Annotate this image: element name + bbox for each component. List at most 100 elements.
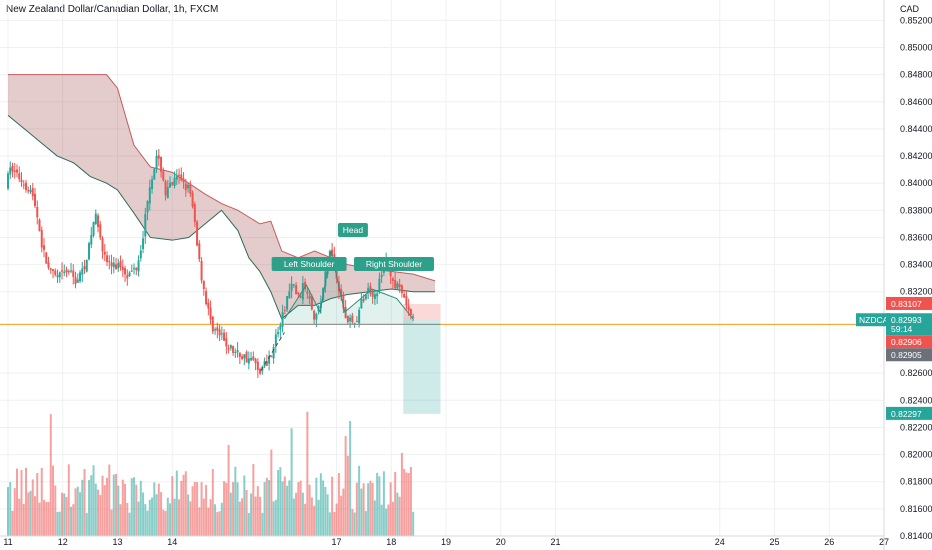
x-tick-label: 26	[824, 537, 834, 547]
candle-body	[335, 266, 338, 279]
candle-body	[142, 238, 145, 249]
volume-bar	[115, 473, 118, 536]
candle-body	[180, 174, 183, 181]
volume-bar	[25, 467, 28, 536]
candle-body	[286, 295, 289, 310]
volume-bar	[247, 513, 250, 536]
candle-body	[254, 359, 257, 363]
candle-body	[169, 182, 172, 188]
candle-body	[193, 204, 196, 222]
pattern-label: Head	[343, 225, 364, 235]
short-position-tool[interactable]	[403, 303, 441, 414]
volume-bar	[22, 503, 25, 536]
candle-body	[304, 281, 307, 289]
head-and-shoulders-pattern: Left Shoulder Head Right Shoulder	[260, 223, 441, 371]
x-tick-label: 21	[550, 537, 560, 547]
volume-bar	[322, 480, 325, 536]
candle-body	[227, 348, 230, 350]
countdown-tag: 59:14	[891, 324, 913, 334]
volume-bar	[130, 478, 133, 536]
candle-body	[250, 357, 253, 361]
volume-bar	[146, 510, 149, 536]
volume-bar	[274, 499, 277, 536]
current-price-tag-bg	[886, 313, 932, 336]
volume-bar	[412, 511, 415, 536]
stop-price-tag: 0.83107	[891, 299, 922, 309]
volume-bar	[153, 482, 156, 536]
volume-bar	[11, 510, 14, 536]
candle-body	[373, 294, 376, 299]
candle-body	[171, 182, 174, 185]
volume-bar	[292, 498, 295, 536]
support-trendline	[260, 332, 285, 371]
price-axis[interactable]: 0.85200 0.85000 0.84800 0.84600 0.84400 0.842…	[856, 0, 932, 550]
ask-price-tag-bg	[886, 348, 932, 362]
candle-body	[173, 178, 176, 186]
volume-bar	[380, 504, 383, 536]
candle-body	[218, 329, 221, 336]
volume-bar	[65, 496, 68, 536]
volume-bar	[47, 501, 50, 536]
candle-body	[106, 255, 109, 262]
symbol-tag-bg	[856, 313, 890, 327]
volume-bar	[299, 480, 302, 536]
volume-bar	[90, 475, 93, 536]
volume-bar	[157, 483, 160, 536]
volume-bar	[369, 480, 372, 536]
volume-bar	[353, 512, 356, 536]
candle-body	[72, 270, 75, 277]
candle-body	[191, 192, 194, 207]
candle-body	[9, 167, 12, 175]
volume-bar	[182, 474, 185, 536]
volume-bar	[308, 484, 311, 536]
volume-bar	[331, 476, 334, 536]
candle-body	[121, 266, 124, 271]
candle-body	[403, 293, 406, 298]
candle-body	[200, 260, 203, 281]
ask-price-tag: 0.82905	[891, 350, 922, 360]
candle-body	[211, 316, 214, 332]
volume-bar	[148, 499, 151, 536]
time-axis[interactable]: 11 12 13 14 17 18 19 20 21 24 25 26 27	[0, 535, 889, 547]
volume-bar	[187, 494, 190, 536]
volume-bar	[378, 476, 381, 536]
candle-body	[81, 268, 84, 275]
volume-bar	[310, 497, 313, 536]
volume-bar	[85, 513, 88, 536]
y-tick-label: 0.81800	[900, 477, 932, 487]
y-tick-label: 0.84600	[900, 97, 932, 107]
candle-body	[133, 268, 136, 270]
candle-body	[371, 291, 374, 297]
volume-bar	[409, 466, 412, 536]
candle-body	[29, 190, 32, 193]
candle-body	[63, 271, 66, 273]
candle-body	[376, 293, 379, 297]
candle-body	[236, 350, 239, 353]
volume-bar	[58, 511, 61, 536]
x-tick-label: 17	[331, 537, 341, 547]
volume-bar	[243, 475, 246, 536]
cloud-lower-line	[7, 114, 436, 320]
volume-bar	[364, 511, 367, 536]
volume-bar	[398, 496, 401, 536]
volume-bar	[333, 512, 336, 536]
volume-bar	[189, 501, 192, 536]
candle-body	[189, 184, 192, 194]
take-profit-zone	[403, 320, 441, 414]
candle-body	[40, 230, 43, 248]
candle-body	[380, 274, 383, 278]
volume-bar	[52, 465, 55, 536]
candle-body	[166, 187, 169, 199]
volume-bar	[250, 493, 253, 536]
candle-body	[225, 338, 228, 347]
volume-bar	[349, 421, 352, 536]
volume-bar	[106, 477, 109, 536]
candle-body	[85, 259, 88, 272]
volume-bar	[376, 472, 379, 536]
candle-body	[265, 361, 268, 366]
candle-body	[270, 356, 273, 358]
candle-body	[45, 252, 48, 264]
candle-body	[27, 189, 30, 192]
volume-bar	[315, 477, 318, 536]
